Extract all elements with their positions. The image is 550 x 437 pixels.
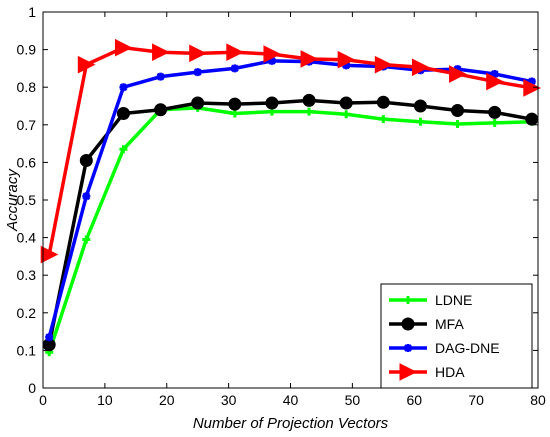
data-point-hda xyxy=(40,245,59,264)
data-point-dag-dne xyxy=(193,68,202,77)
y-axis-title: Accuracy xyxy=(4,168,21,232)
data-point-hda xyxy=(486,72,504,91)
x-tick-label: 0 xyxy=(39,392,47,408)
legend-swatch-marker xyxy=(399,363,418,381)
x-tick-label: 50 xyxy=(345,392,361,408)
y-tick-label: 0.3 xyxy=(17,267,37,283)
y-tick-label: 0.8 xyxy=(17,79,37,95)
data-point-hda xyxy=(114,38,133,57)
data-point-hda xyxy=(523,79,541,97)
data-point-dag-dne xyxy=(342,61,351,70)
series-layer xyxy=(40,38,541,357)
data-point-mfa xyxy=(488,105,502,119)
y-tick-label: 0.9 xyxy=(17,42,37,58)
data-point-hda xyxy=(449,65,467,83)
legend-swatch-marker xyxy=(404,344,412,352)
x-tick-label: 30 xyxy=(221,392,237,408)
x-tick-label: 40 xyxy=(283,392,299,408)
data-point-mfa xyxy=(191,96,205,110)
data-point-mfa xyxy=(302,93,316,107)
data-point-dag-dne xyxy=(82,192,91,201)
data-point-dag-dne xyxy=(527,77,536,86)
x-tick-label: 70 xyxy=(468,392,484,408)
legend-item-ldne: LDNE xyxy=(389,292,472,308)
x-tick-label: 60 xyxy=(406,392,422,408)
data-point-hda xyxy=(411,58,430,77)
y-tick-label: 0.7 xyxy=(17,117,37,133)
y-tick-label: 1 xyxy=(28,4,36,20)
legend-item-mfa: MFA xyxy=(389,316,464,332)
data-point-mfa xyxy=(228,97,242,111)
data-point-ldne xyxy=(453,120,462,129)
data-point-hda xyxy=(374,55,393,74)
x-tick-label: 80 xyxy=(530,392,546,408)
legend-label: LDNE xyxy=(435,292,472,308)
data-point-ldne xyxy=(416,117,425,126)
data-point-hda xyxy=(77,55,96,74)
data-point-mfa xyxy=(451,104,465,118)
data-point-dag-dne xyxy=(45,333,54,342)
data-point-mfa xyxy=(154,103,168,117)
data-point-mfa xyxy=(525,112,539,126)
data-point-hda xyxy=(226,43,244,62)
data-point-mfa xyxy=(339,96,353,110)
series-hda xyxy=(40,38,541,264)
x-tick-label: 20 xyxy=(159,392,175,408)
y-tick-label: 0 xyxy=(28,380,36,396)
data-point-ldne xyxy=(82,235,91,244)
legend-label: MFA xyxy=(435,316,464,332)
legend-label: HDA xyxy=(435,364,465,380)
data-point-dag-dne xyxy=(267,56,276,65)
ticks-layer: 0 10 20 30 40 50 60 70 80 0 0.1 0.2 0.3 0.4 0.5 0.6 0.7 0… xyxy=(17,4,546,408)
x-axis-title: Number of Projection Vectors xyxy=(193,415,389,432)
data-point-ldne xyxy=(342,110,351,119)
data-point-ldne xyxy=(305,107,314,116)
legend-swatch-marker xyxy=(401,317,415,331)
data-point-hda xyxy=(189,44,207,63)
data-point-dag-dne xyxy=(156,72,165,81)
legend-swatch-marker xyxy=(404,296,412,304)
legend-label: DAG-DNE xyxy=(435,340,500,356)
data-point-dag-dne xyxy=(453,65,462,74)
y-tick-label: 0.1 xyxy=(17,342,37,358)
data-point-hda xyxy=(300,50,319,68)
y-tick-label: 0.6 xyxy=(17,154,37,170)
data-point-dag-dne xyxy=(119,83,128,92)
data-point-dag-dne xyxy=(230,64,239,73)
data-point-ldne xyxy=(119,145,128,154)
data-point-mfa xyxy=(116,107,130,121)
data-point-ldne xyxy=(379,115,388,124)
y-tick-label: 0.2 xyxy=(17,305,37,321)
data-point-hda xyxy=(337,50,356,69)
data-point-hda xyxy=(152,43,170,62)
series-mfa xyxy=(42,93,539,352)
series-line-ldne xyxy=(47,106,532,353)
data-point-hda xyxy=(263,45,282,63)
data-point-dag-dne xyxy=(490,70,499,79)
data-point-ldne xyxy=(490,118,499,127)
data-point-mfa xyxy=(79,154,93,168)
x-tick-label: 10 xyxy=(97,392,113,408)
y-tick-label: 0.5 xyxy=(17,192,37,208)
legend: LDNE MFA DAG-DNE HDA xyxy=(380,283,533,389)
data-point-ldne xyxy=(230,109,239,118)
data-point-mfa xyxy=(265,96,279,110)
data-point-mfa xyxy=(376,95,390,109)
y-tick-label: 0.4 xyxy=(17,230,37,246)
legend-item-dag-dne: DAG-DNE xyxy=(389,340,500,356)
legend-item-hda: HDA xyxy=(389,363,465,381)
data-point-mfa xyxy=(413,99,427,113)
